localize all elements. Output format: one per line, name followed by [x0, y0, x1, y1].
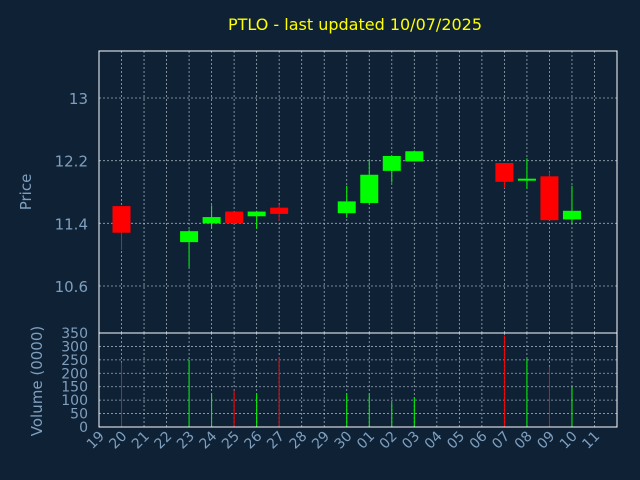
x-tick-label: 10 [557, 429, 581, 453]
candle-body [270, 207, 289, 214]
volume-tick-label: 50 [70, 407, 88, 423]
price-tick-label: 12.2 [55, 153, 88, 171]
price-gridlines [99, 51, 617, 333]
x-tick-label: 28 [287, 429, 311, 453]
x-tick-label: 07 [489, 429, 513, 453]
volume-tick-label: 200 [61, 366, 88, 382]
volume-panel-frame [98, 332, 618, 428]
x-tick-label: 02 [377, 429, 401, 453]
chart-title: PTLO - last updated 10/07/2025 [228, 15, 482, 34]
x-tick-label: 25 [219, 429, 243, 453]
x-tick-label: 01 [354, 429, 378, 453]
x-tick-label: 04 [422, 428, 446, 452]
x-tick-label: 29 [309, 429, 333, 453]
x-tick-label: 21 [129, 429, 153, 453]
volume-tick-label: 100 [61, 393, 88, 409]
candle-body [112, 206, 131, 233]
x-tick-label: 20 [106, 429, 130, 453]
candle-body [247, 211, 266, 217]
x-tick-label: 03 [399, 429, 423, 453]
volume-tick-label: 300 [61, 339, 88, 355]
price-axis-label: Price [17, 174, 35, 211]
x-tick-label: 26 [242, 428, 266, 452]
x-tick-label: 09 [534, 429, 558, 453]
volume-axis-label: Volume (0000) [28, 326, 46, 436]
x-tick-label: 11 [579, 429, 603, 453]
candle-body [495, 163, 514, 182]
volume-tick-label: 0 [79, 420, 88, 436]
candle-body [202, 217, 221, 224]
candle-body [337, 201, 356, 214]
x-tick-label: 22 [151, 429, 175, 453]
candle-body [360, 174, 379, 203]
candle-body [562, 210, 581, 220]
x-tick-labels: 1920212223242526272829300102030405060708… [84, 428, 603, 452]
candle-body [225, 211, 244, 224]
volume-bars [121, 335, 573, 427]
candle-body [540, 176, 559, 221]
price-tick-label: 13 [69, 90, 88, 108]
x-tick-label: 06 [467, 428, 491, 452]
x-tick-label: 30 [332, 429, 356, 453]
price-tick-label: 10.6 [55, 278, 88, 296]
x-tick-label: 08 [512, 429, 536, 453]
price-tick-labels: 10.6 11.4 12.2 13 [55, 90, 88, 296]
x-axis-label: Day [334, 460, 362, 476]
volume-tick-label: 250 [61, 353, 88, 369]
price-panel-frame [98, 50, 618, 334]
candle-body [405, 151, 424, 162]
x-tick-label: 24 [197, 428, 221, 452]
x-tick-label: 23 [174, 429, 198, 453]
volume-tick-label: 350 [61, 326, 88, 342]
price-tick-label: 11.4 [55, 215, 88, 233]
volume-gridlines [99, 333, 617, 427]
candle-body [180, 231, 199, 243]
volume-tick-label: 150 [61, 380, 88, 396]
x-tick-label: 27 [264, 429, 288, 453]
x-tick-label: 05 [444, 429, 468, 453]
candle-body [382, 155, 401, 171]
candle-body [517, 178, 536, 181]
candles [112, 150, 581, 268]
